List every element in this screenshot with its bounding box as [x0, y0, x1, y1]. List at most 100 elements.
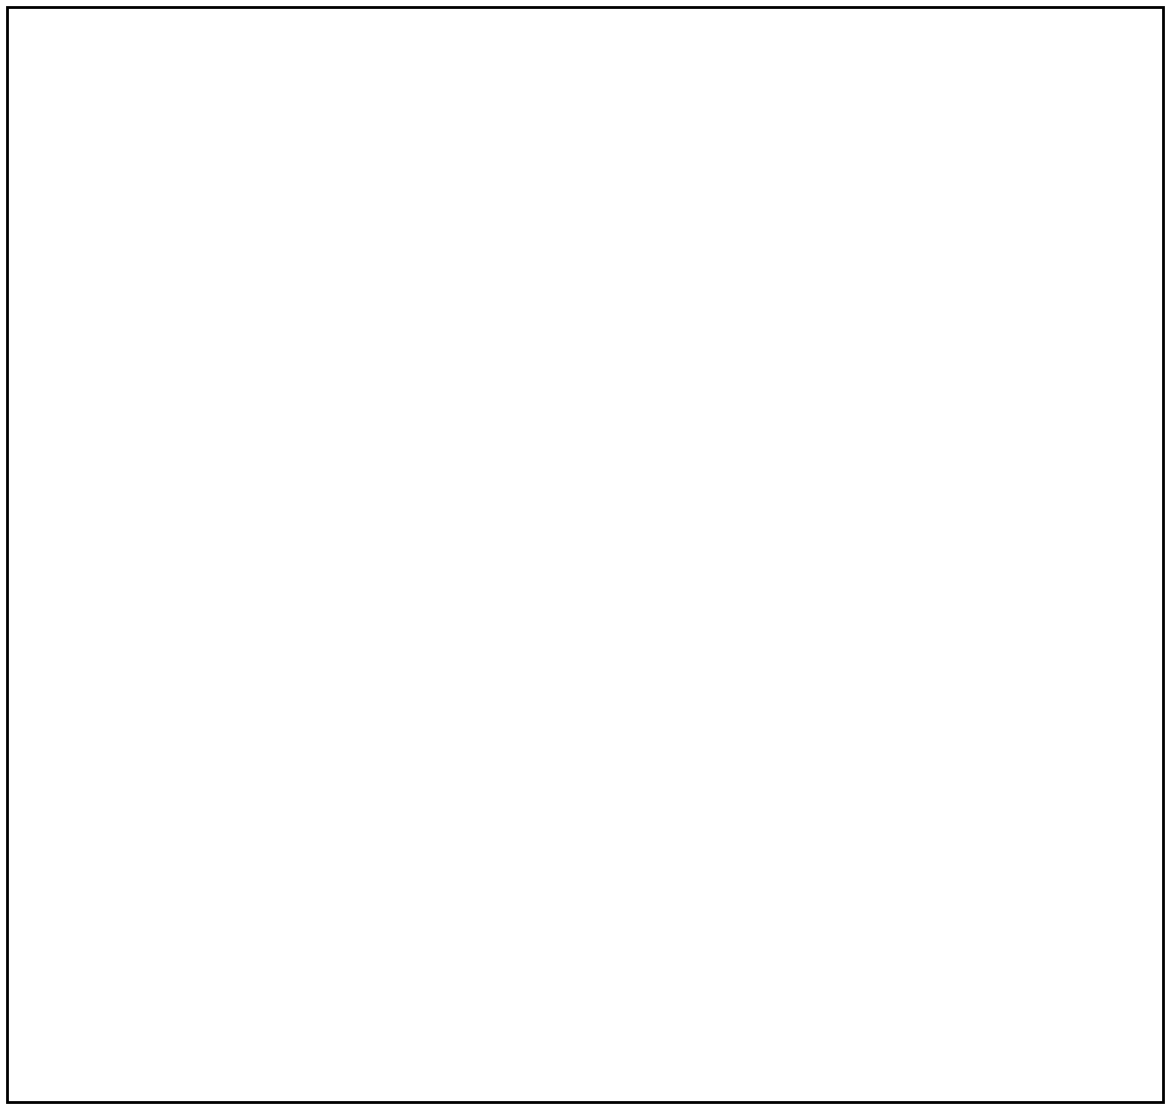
Bar [887, 633, 942, 689]
Bar [757, 701, 812, 730]
Bar [262, 41, 318, 44]
Text: ): N/A; (: ): N/A; ( [340, 1025, 385, 1038]
Bar [262, 250, 318, 359]
Bar [402, 87, 459, 102]
Text: ; (: ; ( [1020, 1025, 1032, 1038]
Bar [122, 49, 178, 52]
Text: Lactobacillaceae: Lactobacillaceae [921, 1025, 1020, 1038]
Bar [402, 151, 459, 174]
Text: (C),: (C), [168, 886, 198, 898]
Bar [402, 215, 459, 268]
Y-axis label: Relative abundance (%): Relative abundance (%) [648, 333, 662, 492]
Text: ■: ■ [772, 932, 783, 945]
Text: ■: ■ [963, 978, 975, 991]
Bar [122, 41, 178, 44]
Text: Figure 7:: Figure 7: [69, 840, 133, 852]
Text: ):: ): [560, 978, 573, 991]
Bar [122, 356, 178, 530]
Bar [757, 398, 812, 424]
Bar [262, 57, 318, 63]
Bar [262, 33, 318, 34]
Bar [887, 370, 942, 395]
Y-axis label: Relative abundance (%): Relative abundance (%) [648, 42, 662, 201]
Bar [757, 101, 812, 111]
Text: ; (: ; ( [886, 1025, 897, 1038]
Bar [122, 530, 178, 792]
Bar [262, 34, 318, 37]
Bar [262, 359, 318, 602]
Text: **: ** [1035, 680, 1053, 699]
Text: Bacteroidaceae: Bacteroidaceae [526, 1025, 619, 1038]
Title: Lachnospiraceae: Lachnospiraceae [849, 305, 979, 321]
Bar [122, 204, 178, 253]
Text: ; (: ; ( [168, 1071, 181, 1083]
Bar [262, 135, 318, 154]
Text: Desulfovibrionaceae: Desulfovibrionaceae [573, 978, 694, 991]
Text: ■: ■ [868, 932, 879, 945]
Text: B: B [597, 16, 615, 40]
Bar [262, 75, 318, 87]
Text: ; (: ; ( [619, 1025, 632, 1038]
Bar [122, 37, 178, 39]
Text: Ruminococcaceae: Ruminococcaceae [778, 1025, 886, 1038]
Text: ■: ■ [755, 1025, 765, 1038]
Bar [402, 128, 459, 151]
Bar [122, 253, 178, 356]
Bar [262, 44, 318, 49]
Text: ): Clostridiales vadinBB60 group; (: ): Clostridiales vadinBB60 group; ( [346, 978, 550, 991]
Bar [122, 39, 178, 41]
Text: ):: ): [879, 932, 888, 945]
Text: ■: ■ [385, 1025, 397, 1038]
Text: ; (: ; ( [491, 1025, 503, 1038]
Text: ■: ■ [181, 1071, 193, 1083]
Bar [122, 52, 178, 60]
Text: Untreated: Unstapled group; Stapled: Hind limb immobilization group; Stapled+ATG: Untreated: Unstapled group; Stapled: Hin… [363, 886, 947, 898]
Text: **: ** [1035, 393, 1053, 410]
Bar [262, 37, 318, 41]
Bar [262, 63, 318, 75]
Bar [122, 113, 178, 140]
Text: *: * [780, 669, 789, 686]
Bar [402, 52, 459, 57]
Text: Rikenellaceae: Rikenellaceae [408, 1025, 491, 1038]
Text: immobilization +: immobilization + [69, 932, 174, 945]
Bar [402, 488, 459, 792]
Text: ■: ■ [550, 978, 560, 991]
Bar [262, 602, 318, 792]
Text: ):: ): [842, 978, 855, 991]
Bar [262, 154, 318, 196]
Text: C: C [597, 307, 615, 330]
Bar [1017, 83, 1072, 96]
Text: Prevotellaceae: Prevotellaceae [655, 1025, 742, 1038]
Bar [402, 44, 459, 47]
Bar [402, 49, 459, 52]
Bar [262, 196, 318, 250]
Bar [262, 49, 318, 57]
Bar [122, 79, 178, 94]
Text: ; (: ; ( [316, 1025, 329, 1038]
Text: Lachnospiraceae: Lachnospiraceae [69, 886, 168, 898]
Title: Muribaculaceae: Muribaculaceae [854, 14, 975, 29]
Text: ■: ■ [329, 1025, 340, 1038]
Bar [402, 268, 459, 329]
Text: ):: ): [717, 978, 730, 991]
Bar [122, 94, 178, 113]
Text: Lactobacillaceae: Lactobacillaceae [198, 886, 296, 898]
Bar [262, 109, 318, 135]
Text: ; (: ; ( [951, 978, 963, 991]
Text: ***: *** [1032, 45, 1057, 63]
Text: (B),: (B), [980, 840, 1005, 852]
Text: ■: ■ [1032, 1025, 1044, 1038]
Bar [122, 68, 178, 79]
Text: Changes in fecal bacterial community. (A): Stacked bar plot of top 17 abundant f: Changes in fecal bacterial community. (A… [133, 840, 887, 852]
Text: L. reuteri: L. reuteri [174, 932, 228, 945]
Bar [1017, 715, 1072, 756]
Text: (D).: (D). [296, 886, 326, 898]
Bar [122, 44, 178, 49]
Text: ; (: ; ( [819, 978, 832, 991]
Text: ):: ): [642, 1025, 655, 1038]
Text: ):: ): [188, 1025, 200, 1038]
Text: .: . [298, 1071, 302, 1083]
Text: ):: ): [397, 1025, 408, 1038]
Text: ; (: ; ( [694, 978, 706, 991]
